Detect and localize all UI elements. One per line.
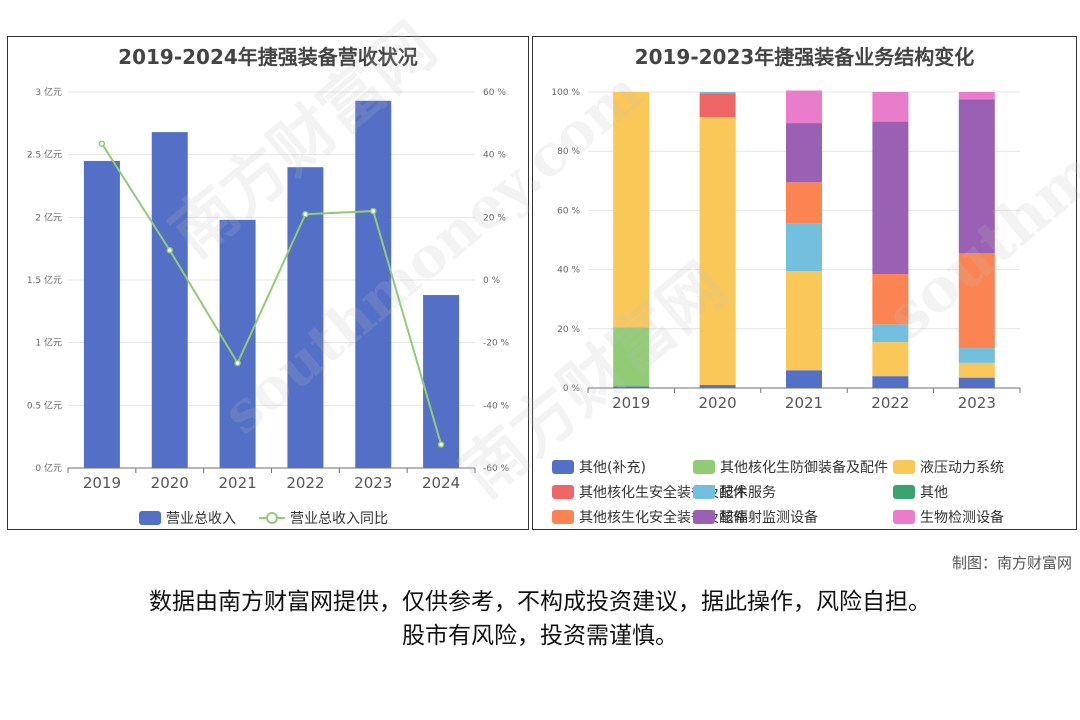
yoy-point (98, 140, 106, 147)
stack-segment (786, 123, 822, 183)
legend-swatch-yoy-point (266, 512, 278, 524)
stack-segment (699, 117, 736, 386)
y-tick-label: 60 % (557, 206, 580, 216)
x-tick-label: 2021 (218, 474, 256, 492)
x-tick-label: 2023 (354, 474, 392, 492)
stack-segment (613, 386, 650, 388)
legend-label-revenue: 营业总收入 (166, 511, 236, 527)
stack-segment (958, 362, 995, 378)
x-tick-label: 2022 (871, 394, 909, 412)
stack-segment (872, 324, 909, 343)
yoy-point (302, 210, 309, 218)
stack-segment (613, 92, 650, 328)
legend-swatch (893, 460, 915, 474)
stack-segment (958, 253, 995, 349)
yoy-line (101, 143, 443, 445)
legend-swatch (893, 485, 915, 499)
chart-credit: 制图：南方财富网 (951, 554, 1072, 572)
stack-segment (872, 92, 909, 122)
legend-label: 生物检测设备 (920, 509, 1004, 526)
disclaimer-line-2: 股市有风险，投资需谨慎。 (402, 623, 678, 649)
legend-label: 技术服务 (720, 485, 776, 501)
y-tick-label-left: 0 亿元 (35, 462, 62, 474)
business-structure-chart-title: 2019-2023年捷强装备业务结构变化 (634, 45, 975, 69)
x-tick-label: 2024 (422, 474, 460, 492)
x-tick-label: 2022 (286, 474, 324, 492)
x-tick-label: 2019 (612, 394, 650, 412)
stack-segment (872, 121, 909, 275)
yoy-point (166, 246, 173, 254)
revenue-bar (151, 132, 188, 468)
x-tick-label: 2021 (785, 394, 823, 412)
y-tick-label: 20 % (557, 325, 580, 335)
legend-label: 其他(补充) (579, 460, 646, 476)
stack-segment (699, 93, 736, 118)
y-tick-label-right: 0 % (483, 276, 501, 286)
revenue-chart-panel: 2019-2024年捷强装备营收状况 0 亿元 0.5 亿元 1 亿元 1.5 亿元 2… (7, 36, 529, 530)
stack-segment (958, 377, 995, 388)
legend-swatch (693, 460, 715, 474)
legend-swatch (552, 460, 574, 474)
yoy-point (370, 207, 377, 215)
x-tick-label: 2019 (83, 474, 121, 492)
y-tick-label-right: -60 % (483, 464, 510, 474)
y-tick-label-left: 2 亿元 (35, 211, 62, 223)
business-structure-chart-panel: 2019-2023年捷强装备业务结构变化 0 % 20 % 40 % 60 % 80 %… (532, 36, 1077, 530)
yoy-point (234, 359, 241, 367)
y-tick-label: 80 % (557, 147, 580, 157)
stack-segment (613, 327, 650, 387)
legend-label: 其他核化生防御装备及配件 (720, 459, 888, 476)
legend-label: 液压动力系统 (920, 460, 1004, 476)
disclaimer-line-1: 数据由南方财富网提供，仅供参考，不构成投资建议，据此操作，风险自担。 (149, 589, 931, 615)
stack-segment (786, 223, 822, 272)
legend-label: 核辐射监测设备 (720, 509, 818, 526)
stack-segment (958, 92, 995, 100)
stack-segment (786, 182, 822, 224)
stack-segment (786, 271, 822, 371)
legend-swatch-revenue (139, 511, 161, 525)
y-tick-label-right: 20 % (483, 213, 506, 223)
revenue-bar (423, 295, 460, 468)
legend-swatch (552, 485, 574, 499)
stack-segment (786, 370, 822, 388)
legend-swatch (552, 510, 574, 524)
stack-segment (958, 99, 995, 254)
y-tick-label-right: 40 % (483, 151, 506, 161)
revenue-bar (355, 100, 392, 469)
stack-segment (872, 274, 909, 325)
legend-swatch (693, 485, 715, 499)
y-tick-label-left: 3 亿元 (35, 86, 62, 98)
revenue-bar (83, 160, 120, 468)
business-structure-chart-svg: 0 % 20 % 40 % 60 % 80 % 100 % 2019 2020 2021 2022… (551, 88, 1021, 526)
y-tick-label-left: 0.5 亿元 (27, 399, 62, 411)
y-tick-label-left: 2.5 亿元 (27, 149, 62, 161)
x-tick-label: 2020 (699, 394, 737, 412)
y-tick-label-right: -20 % (483, 339, 510, 349)
stack-segment (786, 90, 822, 124)
stack-segment (872, 376, 909, 388)
revenue-chart-title: 2019-2024年捷强装备营收状况 (118, 45, 418, 69)
y-tick-label: 100 % (551, 88, 580, 98)
legend-label: 其他 (920, 485, 948, 501)
y-tick-label-left: 1 亿元 (35, 337, 62, 349)
x-tick-label: 2020 (151, 474, 189, 492)
y-tick-label-left: 1.5 亿元 (27, 274, 62, 286)
y-tick-label-right: -40 % (483, 401, 510, 411)
stack-segment (699, 385, 736, 388)
legend-swatch (893, 510, 915, 524)
yoy-point (437, 441, 445, 448)
x-tick-label: 2023 (958, 394, 996, 412)
legend-swatch (693, 510, 715, 524)
stack-segment (872, 342, 909, 377)
revenue-chart-svg: 0 亿元 0.5 亿元 1 亿元 1.5 亿元 2 亿元 2.5 亿元 3 亿元 -60 % -… (27, 86, 510, 527)
y-tick-label: 40 % (557, 266, 580, 276)
y-tick-label: 0 % (563, 384, 581, 394)
stack-segment (958, 348, 995, 363)
stack-segment (699, 92, 736, 94)
y-tick-label-right: 60 % (483, 88, 506, 98)
legend-label-yoy: 营业总收入同比 (290, 511, 388, 527)
